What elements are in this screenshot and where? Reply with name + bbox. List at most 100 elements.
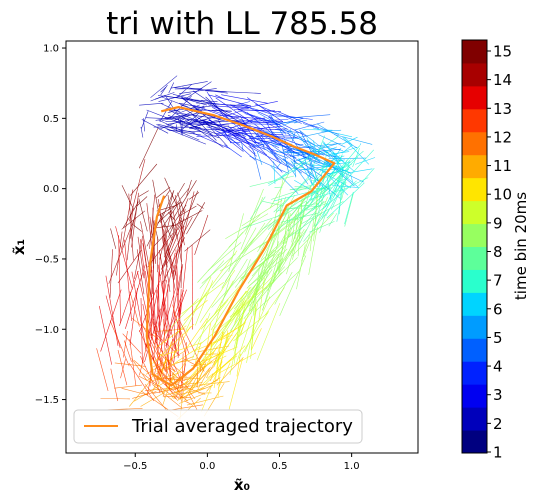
trial-segment: [328, 146, 358, 157]
trial-segment: [142, 373, 178, 400]
trial-segment: [325, 183, 344, 217]
trial-segment: [157, 353, 163, 356]
y-tick-label: 0.0: [43, 184, 59, 195]
trial-trajectories: [96, 75, 376, 421]
trial-segment: [229, 309, 244, 376]
trial-segment: [233, 310, 241, 364]
trial-segment: [161, 96, 189, 108]
colorbar-tick-label: 13: [493, 100, 512, 118]
trial-segment: [293, 150, 296, 178]
trial-segment: [154, 279, 167, 346]
trial-segment: [269, 173, 289, 209]
trial-segment: [279, 186, 312, 244]
trial-segment: [213, 333, 237, 366]
trial-segment: [258, 144, 297, 158]
trial-segment: [219, 242, 266, 272]
trial-segment: [157, 264, 169, 323]
trial-segment: [308, 226, 318, 275]
trial-segment: [307, 143, 342, 147]
trial-segment: [221, 227, 257, 289]
trial-segment: [170, 81, 208, 89]
trial-segment: [316, 123, 358, 149]
trial-segment: [132, 391, 157, 399]
trial-segment: [183, 118, 236, 129]
trial-segment: [159, 211, 172, 260]
trial-segment: [247, 97, 284, 123]
trial-segment: [169, 326, 191, 363]
trial-segment: [124, 239, 132, 322]
trial-segment: [152, 384, 183, 409]
trial-segment: [117, 250, 142, 284]
trial-segment: [169, 338, 173, 390]
trial-segment: [206, 352, 220, 379]
trial-segment: [158, 205, 168, 256]
trial-segment: [177, 289, 182, 358]
trial-segment: [270, 186, 312, 200]
trial-segment: [282, 158, 314, 180]
trial-segment: [195, 280, 214, 326]
trial-segment: [253, 256, 270, 303]
x-tick-label: 1.0: [344, 461, 360, 472]
trial-segment: [224, 144, 242, 158]
colorbar-segment: [462, 85, 487, 110]
trial-segment: [298, 212, 316, 245]
trial-segment: [200, 99, 227, 113]
trial-segment: [287, 212, 323, 239]
trial-segment: [281, 160, 291, 169]
trial-segment: [156, 289, 163, 352]
trial-segment: [297, 201, 324, 234]
trial-segment: [284, 207, 302, 210]
trial-segment: [181, 281, 224, 314]
colorbar-tick-label: 6: [493, 300, 503, 318]
colorbar-tick-label: 3: [493, 386, 503, 404]
trial-segment: [229, 127, 249, 131]
trial-segment: [197, 231, 244, 283]
trial-segment: [180, 222, 183, 289]
trial-segment: [167, 194, 175, 236]
trial-segment: [251, 249, 275, 277]
average-trajectory-line: [145, 106, 336, 387]
trial-segment: [184, 382, 203, 385]
colorbar-frame: [461, 39, 488, 454]
trial-segment: [217, 359, 222, 398]
trial-segment: [320, 155, 343, 199]
colorbar-tick-label: 7: [493, 272, 503, 290]
trial-segment: [282, 149, 323, 177]
trial-segment: [183, 342, 187, 374]
trial-segment: [249, 175, 294, 187]
trial-segment: [343, 136, 354, 146]
trial-segment: [125, 264, 146, 329]
trial-segment: [126, 207, 134, 261]
trial-segment: [250, 252, 268, 315]
plot-frame: [65, 40, 419, 454]
trial-segment: [221, 134, 244, 152]
trial-segment: [136, 196, 148, 207]
trial-segment: [223, 258, 248, 299]
trial-segment: [300, 139, 331, 158]
trial-segment: [244, 296, 271, 353]
colorbar-tick-label: 5: [493, 329, 503, 347]
trial-segment: [287, 213, 291, 238]
trial-segment: [162, 359, 188, 395]
trial-segment: [179, 191, 195, 253]
trial-segment: [119, 270, 139, 326]
trial-segment: [156, 356, 195, 372]
trial-segment: [213, 361, 223, 375]
trial-segment: [140, 297, 143, 364]
colorbar-tick-label: 12: [493, 128, 512, 146]
trial-segment: [161, 235, 171, 292]
x-ticks: −0.5 0.0 0.5 1.0: [123, 453, 360, 472]
colorbar-segment: [462, 200, 487, 225]
trial-segment: [192, 115, 217, 141]
trial-segment: [156, 325, 187, 348]
trial-segment: [283, 146, 314, 149]
trial-segment: [154, 340, 175, 372]
trial-segment: [203, 345, 246, 386]
trial-segment: [162, 264, 165, 336]
trial-segment: [236, 280, 261, 328]
colorbar-segment: [462, 338, 487, 362]
trial-segment: [256, 303, 281, 361]
trial-segment: [177, 264, 184, 296]
trial-segment: [238, 311, 269, 359]
